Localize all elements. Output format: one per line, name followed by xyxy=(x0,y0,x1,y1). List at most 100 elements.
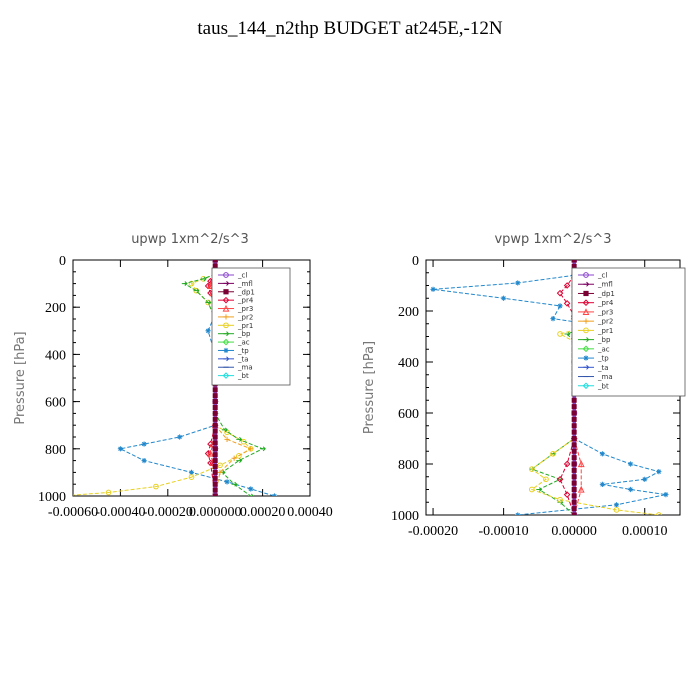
legend-label: _ac xyxy=(597,345,610,353)
zero-marker xyxy=(571,506,577,512)
point-marker-pr1 xyxy=(188,280,195,287)
x-tick-label: -0.00010 xyxy=(479,524,529,539)
legend-label: _bt xyxy=(597,382,609,390)
point-marker-bp xyxy=(200,276,207,282)
point-marker-mfl xyxy=(583,281,590,287)
legend-label: _cl xyxy=(237,272,247,280)
y-tick-label: 1000 xyxy=(391,509,419,524)
legend-label: _tp xyxy=(237,347,249,355)
point-marker-pr2 xyxy=(217,469,223,475)
point-marker-bp xyxy=(223,331,230,337)
y-tick-label: 400 xyxy=(398,356,419,371)
point-marker-pr1 xyxy=(153,483,159,490)
legend-label: _bp xyxy=(597,336,611,344)
point-marker-pr1 xyxy=(188,474,195,480)
zero-marker xyxy=(212,387,218,393)
legend: _cl_mfl_dp1_pr4_pr3_pr2_pr1_bp_ac_tp_ta_… xyxy=(211,267,291,386)
chart-panel-1: upwp 1xm^2/s^3 Pressure [hPa] 0 200 400 600 80… xyxy=(13,232,333,520)
zero-marker xyxy=(212,440,218,446)
zero-marker xyxy=(571,461,577,467)
legend-label: _pr1 xyxy=(237,322,253,330)
series-line-tp xyxy=(432,274,666,515)
point-marker-pr4 xyxy=(563,300,571,307)
zero-marker xyxy=(571,493,577,499)
zero-marker xyxy=(212,428,218,434)
point-marker-tp xyxy=(205,328,211,334)
zero-marker xyxy=(212,481,218,487)
point-marker-pr2 xyxy=(248,446,254,452)
point-marker-tp xyxy=(177,434,183,440)
legend-label: _ta xyxy=(597,364,609,372)
zero-marker xyxy=(212,452,218,458)
chart-panel-2: vpwp 1xm^2/s^3 Pressure [hPa] 0 200 400 600 80… xyxy=(362,232,686,539)
panel-title: upwp 1xm^2/s^3 xyxy=(131,232,249,247)
zero-marker xyxy=(571,512,577,515)
point-marker-pr1 xyxy=(655,512,662,515)
legend-label: _tp xyxy=(597,355,609,363)
y-tick-label: 600 xyxy=(45,396,66,411)
legend-label: _pr4 xyxy=(597,299,614,307)
point-marker-bp xyxy=(231,481,238,487)
point-marker-tp xyxy=(628,486,634,493)
point-marker-tp xyxy=(141,458,147,464)
point-marker-tp xyxy=(271,493,278,496)
point-marker-tp xyxy=(656,469,662,475)
zero-marker xyxy=(571,263,577,269)
point-marker-tp xyxy=(599,481,605,487)
y-tick-label: 1000 xyxy=(38,490,66,505)
zero-marker xyxy=(571,448,577,454)
zero-marker xyxy=(571,404,577,410)
legend-label: _pr2 xyxy=(597,318,613,326)
point-marker-tp xyxy=(515,280,521,286)
point-marker-pr1 xyxy=(528,486,535,493)
point-marker-tp xyxy=(515,512,521,515)
point-marker-cl xyxy=(583,272,589,278)
zero-marker xyxy=(212,493,218,496)
zero-marker xyxy=(571,480,577,486)
point-marker-pr4 xyxy=(222,296,230,304)
legend-box xyxy=(571,267,686,397)
zero-marker xyxy=(212,475,218,481)
point-marker-bp xyxy=(536,487,543,492)
x-tick-label: 0.00000 xyxy=(551,524,597,539)
legend-label: _ac xyxy=(237,339,250,347)
point-marker-pr4 xyxy=(556,475,564,483)
point-marker-tp xyxy=(223,347,229,354)
point-marker-tp xyxy=(550,316,556,322)
y-axis-label: Pressure [hPa] xyxy=(362,341,377,434)
legend-label: _pr2 xyxy=(237,313,253,321)
point-marker-tp xyxy=(188,469,195,475)
point-marker-pr3 xyxy=(207,449,214,457)
legend-label: _mfl xyxy=(237,280,253,288)
point-marker-bt xyxy=(222,372,230,379)
x-tick-label: 0.000000 xyxy=(189,505,242,520)
point-marker-tp xyxy=(430,286,436,292)
point-marker-ta xyxy=(583,364,590,370)
point-marker-tp xyxy=(628,461,634,467)
point-marker-pr3 xyxy=(577,460,585,468)
y-axis-label: Pressure [hPa] xyxy=(13,331,28,424)
point-marker-bp xyxy=(222,427,228,433)
legend-label: _cl xyxy=(597,272,607,280)
legend-label: _pr3 xyxy=(237,305,253,313)
point-marker-tp xyxy=(583,355,589,361)
point-marker-pr2 xyxy=(583,318,589,324)
zero-marker xyxy=(212,260,218,263)
point-marker-bp xyxy=(205,300,212,305)
zero-marker xyxy=(571,423,577,429)
point-marker-pr1 xyxy=(557,331,563,337)
zero-marker xyxy=(212,469,218,475)
point-marker-mfl xyxy=(223,280,230,286)
point-marker-dp1 xyxy=(223,289,229,295)
zero-marker xyxy=(212,399,218,405)
point-marker-tp xyxy=(642,476,648,482)
point-marker-tp xyxy=(557,303,563,309)
point-marker-tp xyxy=(599,451,605,457)
x-tick-label: 0.00010 xyxy=(622,524,668,539)
point-marker-pr2 xyxy=(231,455,237,461)
point-marker-bp xyxy=(564,331,571,337)
y-tick-label: 800 xyxy=(398,458,419,473)
legend-label: _dp1 xyxy=(237,288,255,296)
point-marker-pr1 xyxy=(613,507,620,513)
point-marker-pr1 xyxy=(528,466,535,472)
